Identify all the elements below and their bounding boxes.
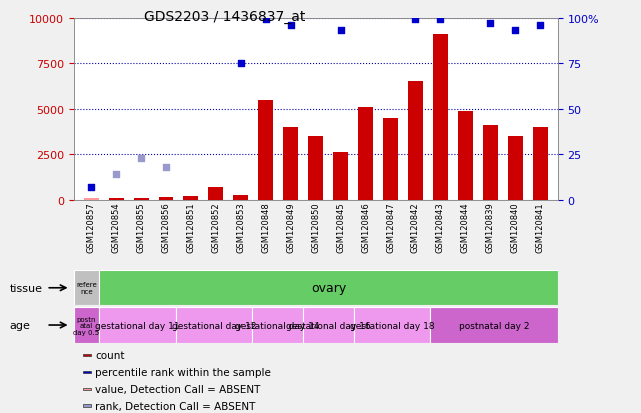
Point xyxy=(136,155,146,162)
Text: tissue: tissue xyxy=(10,283,42,293)
Point xyxy=(161,164,171,171)
Bar xyxy=(383,119,398,200)
Text: age: age xyxy=(10,320,31,330)
Text: GDS2203 / 1436837_at: GDS2203 / 1436837_at xyxy=(144,10,305,24)
Bar xyxy=(433,35,448,200)
Bar xyxy=(408,82,423,200)
Point xyxy=(86,184,96,191)
Bar xyxy=(208,188,224,200)
Text: value, Detection Call = ABSENT: value, Detection Call = ABSENT xyxy=(96,384,261,394)
Bar xyxy=(83,354,90,356)
Bar xyxy=(258,100,273,200)
Text: postn
atal
day 0.5: postn atal day 0.5 xyxy=(73,316,99,335)
Text: postnatal day 2: postnatal day 2 xyxy=(459,321,529,330)
Bar xyxy=(458,111,473,200)
Point xyxy=(261,17,271,24)
Bar xyxy=(158,197,174,200)
Point xyxy=(111,171,121,178)
Point xyxy=(485,21,495,27)
Bar xyxy=(533,128,547,200)
Bar xyxy=(108,199,124,200)
Bar xyxy=(176,308,252,343)
Text: gestational day 12: gestational day 12 xyxy=(172,321,256,330)
Bar xyxy=(133,199,149,200)
Point xyxy=(286,23,296,29)
Bar xyxy=(233,196,248,200)
Bar xyxy=(483,126,498,200)
Point xyxy=(510,28,520,35)
Point xyxy=(335,28,345,35)
Bar xyxy=(508,137,523,200)
Bar xyxy=(303,308,354,343)
Bar xyxy=(99,308,176,343)
Bar xyxy=(358,108,373,200)
Bar xyxy=(74,308,99,343)
Point xyxy=(535,23,545,29)
Bar xyxy=(83,371,90,373)
Point xyxy=(410,17,420,24)
Text: ovary: ovary xyxy=(311,282,346,294)
Text: rank, Detection Call = ABSENT: rank, Detection Call = ABSENT xyxy=(96,401,256,411)
Text: gestational day 14: gestational day 14 xyxy=(235,321,320,330)
Point xyxy=(236,61,246,67)
Bar xyxy=(333,153,348,200)
Text: gestational day 16: gestational day 16 xyxy=(286,321,370,330)
Point xyxy=(435,17,445,24)
Bar xyxy=(83,404,90,407)
Bar xyxy=(183,197,199,200)
Text: percentile rank within the sample: percentile rank within the sample xyxy=(96,367,271,377)
Text: refere
nce: refere nce xyxy=(76,282,97,294)
Bar xyxy=(84,199,99,200)
Bar xyxy=(308,137,323,200)
Bar xyxy=(283,128,298,200)
Bar xyxy=(354,308,430,343)
Text: gestational day 18: gestational day 18 xyxy=(350,321,435,330)
Bar xyxy=(252,308,303,343)
Text: count: count xyxy=(96,350,125,360)
Bar xyxy=(83,387,90,390)
Bar xyxy=(430,308,558,343)
Bar xyxy=(74,271,99,306)
Text: gestational day 11: gestational day 11 xyxy=(95,321,179,330)
